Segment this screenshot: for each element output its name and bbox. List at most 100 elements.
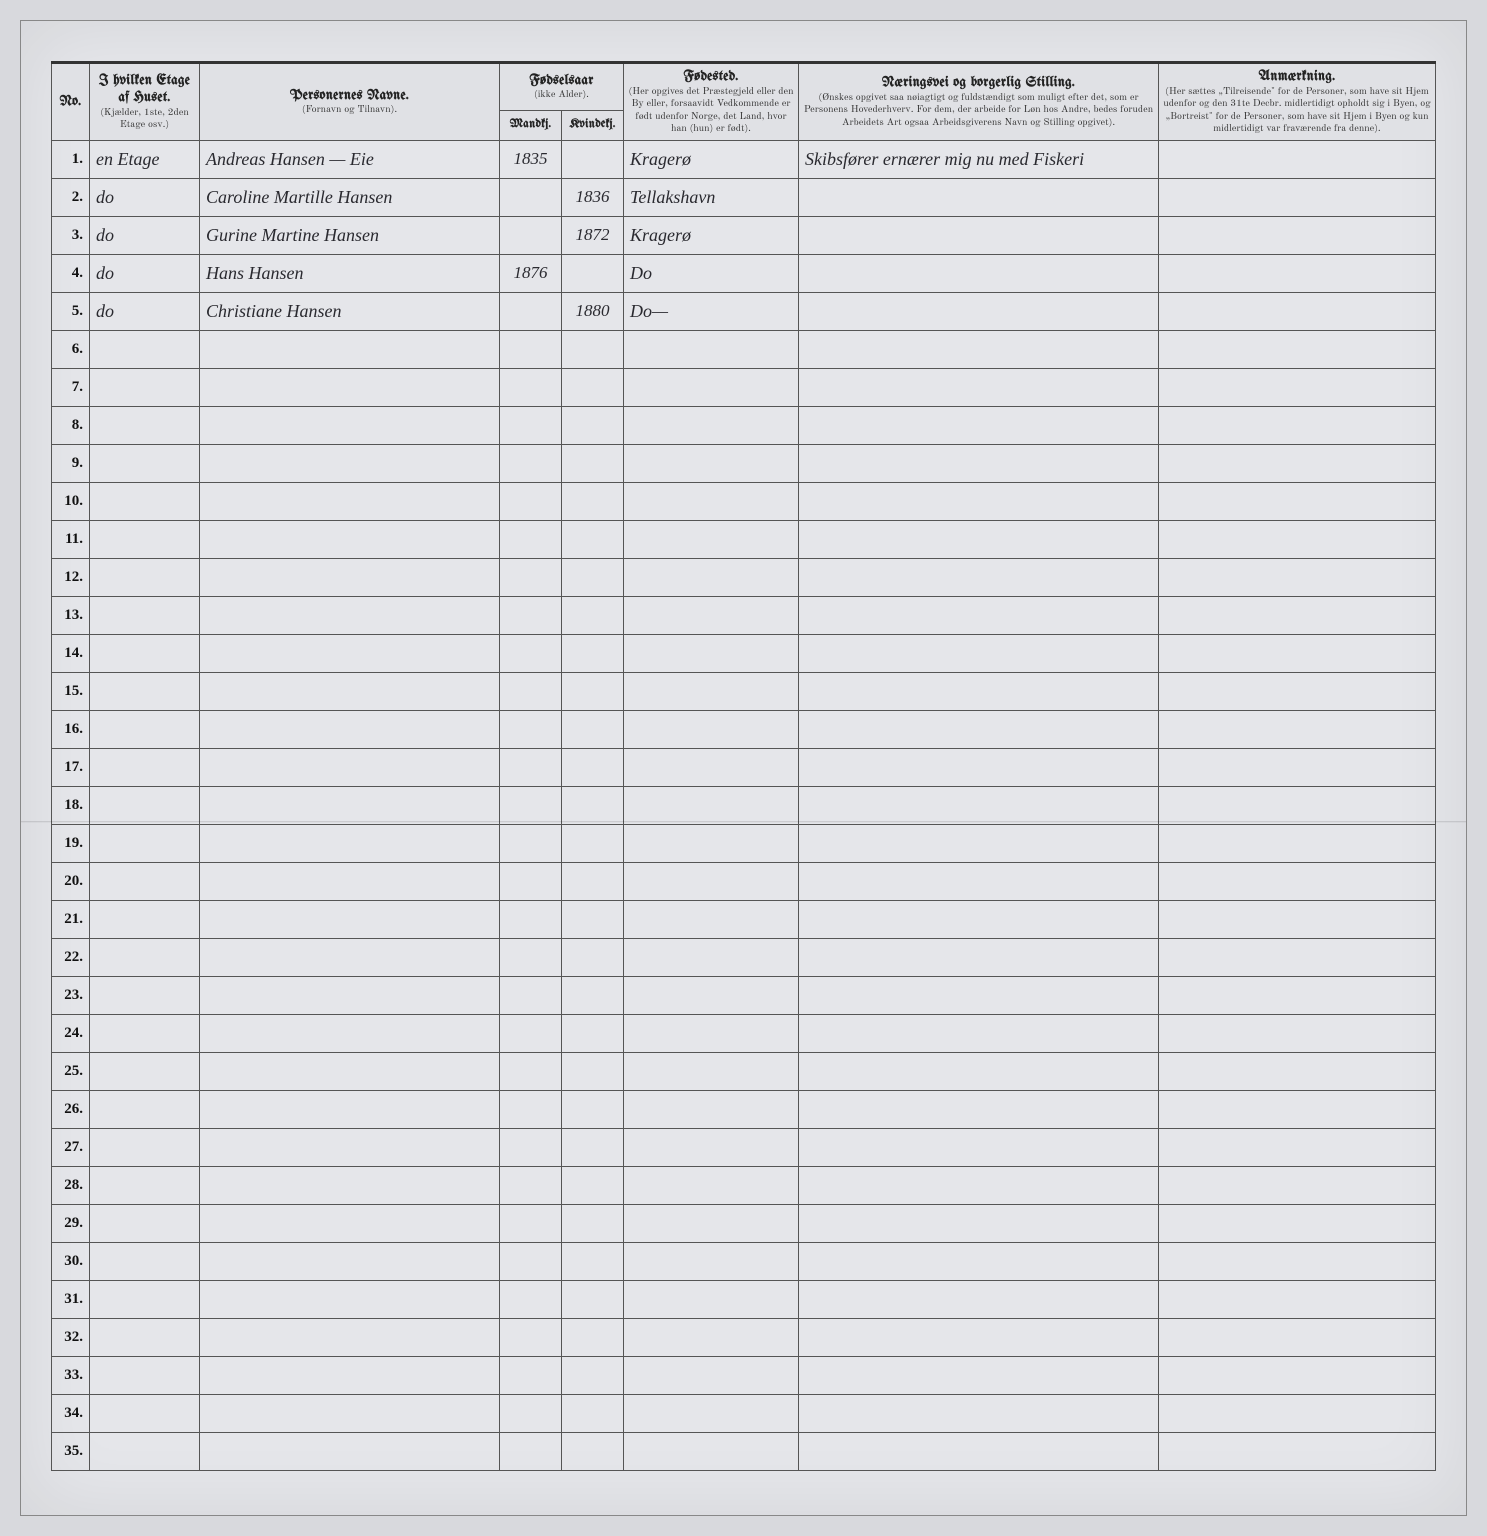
cell-year-female <box>562 1166 624 1204</box>
cell-etage: do <box>90 216 200 254</box>
cell-name <box>200 1356 500 1394</box>
cell-year-female <box>562 1394 624 1432</box>
cell-year-male <box>500 1356 562 1394</box>
cell-remarks <box>1159 178 1436 216</box>
cell-occupation <box>799 1432 1159 1470</box>
cell-no: 12. <box>52 558 90 596</box>
cell-year-female <box>562 672 624 710</box>
cell-no: 7. <box>52 368 90 406</box>
cell-birthplace: Kragerø <box>624 216 799 254</box>
cell-remarks <box>1159 482 1436 520</box>
cell-birthplace <box>624 824 799 862</box>
cell-year-male <box>500 330 562 368</box>
table-row: 14. <box>52 634 1436 672</box>
cell-etage <box>90 1052 200 1090</box>
cell-birthplace <box>624 368 799 406</box>
cell-year-female <box>562 520 624 558</box>
cell-year-female <box>562 330 624 368</box>
table-row: 12. <box>52 558 1436 596</box>
col-header-name: Personernes Navne. (Fornavn og Tilnavn). <box>200 63 500 141</box>
cell-etage <box>90 938 200 976</box>
cell-no: 30. <box>52 1242 90 1280</box>
table-row: 18. <box>52 786 1436 824</box>
cell-year-female <box>562 444 624 482</box>
table-row: 16. <box>52 710 1436 748</box>
cell-year-male <box>500 1204 562 1242</box>
cell-year-male <box>500 634 562 672</box>
cell-year-male: 1835 <box>500 140 562 178</box>
cell-remarks <box>1159 786 1436 824</box>
cell-no: 11. <box>52 520 90 558</box>
cell-name <box>200 710 500 748</box>
table-row: 31. <box>52 1280 1436 1318</box>
cell-year-female <box>562 1014 624 1052</box>
cell-name <box>200 330 500 368</box>
cell-no: 27. <box>52 1128 90 1166</box>
document-page: No. I hvilken Etage af Huset. (Kjælder, … <box>20 20 1467 1516</box>
cell-remarks <box>1159 1014 1436 1052</box>
cell-no: 17. <box>52 748 90 786</box>
cell-name <box>200 1204 500 1242</box>
cell-name: Gurine Martine Hansen <box>200 216 500 254</box>
table-row: 6. <box>52 330 1436 368</box>
cell-birthplace <box>624 1432 799 1470</box>
cell-etage <box>90 1166 200 1204</box>
cell-occupation <box>799 1242 1159 1280</box>
table-header: No. I hvilken Etage af Huset. (Kjælder, … <box>52 63 1436 141</box>
cell-no: 23. <box>52 976 90 1014</box>
cell-remarks <box>1159 1166 1436 1204</box>
cell-occupation <box>799 1014 1159 1052</box>
cell-birthplace <box>624 596 799 634</box>
col-header-remarks: Anmærkning. (Her sættes „Tilreisende" fo… <box>1159 63 1436 141</box>
cell-occupation <box>799 1318 1159 1356</box>
table-row: 11. <box>52 520 1436 558</box>
cell-year-female: 1880 <box>562 292 624 330</box>
table-row: 19. <box>52 824 1436 862</box>
cell-etage: do <box>90 178 200 216</box>
cell-no: 3. <box>52 216 90 254</box>
cell-remarks <box>1159 634 1436 672</box>
cell-year-female <box>562 1128 624 1166</box>
cell-year-female <box>562 938 624 976</box>
cell-birthplace <box>624 444 799 482</box>
table-row: 15. <box>52 672 1436 710</box>
cell-no: 13. <box>52 596 90 634</box>
cell-remarks <box>1159 1394 1436 1432</box>
table-row: 5.doChristiane Hansen1880Do— <box>52 292 1436 330</box>
cell-etage <box>90 368 200 406</box>
cell-year-female <box>562 1432 624 1470</box>
cell-name <box>200 786 500 824</box>
cell-birthplace <box>624 672 799 710</box>
cell-year-male <box>500 1052 562 1090</box>
cell-etage: en Etage <box>90 140 200 178</box>
cell-year-male <box>500 216 562 254</box>
cell-etage <box>90 1204 200 1242</box>
cell-name <box>200 1090 500 1128</box>
table-row: 22. <box>52 938 1436 976</box>
cell-year-male <box>500 938 562 976</box>
cell-etage <box>90 1356 200 1394</box>
cell-etage: do <box>90 254 200 292</box>
cell-no: 35. <box>52 1432 90 1470</box>
cell-year-female <box>562 1204 624 1242</box>
cell-year-female <box>562 1052 624 1090</box>
table-row: 32. <box>52 1318 1436 1356</box>
cell-year-female <box>562 748 624 786</box>
cell-name: Hans Hansen <box>200 254 500 292</box>
table-row: 9. <box>52 444 1436 482</box>
cell-name <box>200 596 500 634</box>
cell-occupation <box>799 748 1159 786</box>
cell-no: 26. <box>52 1090 90 1128</box>
cell-birthplace <box>624 1280 799 1318</box>
cell-year-male <box>500 482 562 520</box>
cell-no: 20. <box>52 862 90 900</box>
cell-year-female <box>562 1356 624 1394</box>
cell-occupation <box>799 292 1159 330</box>
cell-year-male <box>500 444 562 482</box>
cell-year-male <box>500 178 562 216</box>
census-ledger: No. I hvilken Etage af Huset. (Kjælder, … <box>51 61 1436 1495</box>
cell-year-male <box>500 1166 562 1204</box>
cell-name <box>200 862 500 900</box>
cell-name <box>200 938 500 976</box>
cell-occupation <box>799 482 1159 520</box>
